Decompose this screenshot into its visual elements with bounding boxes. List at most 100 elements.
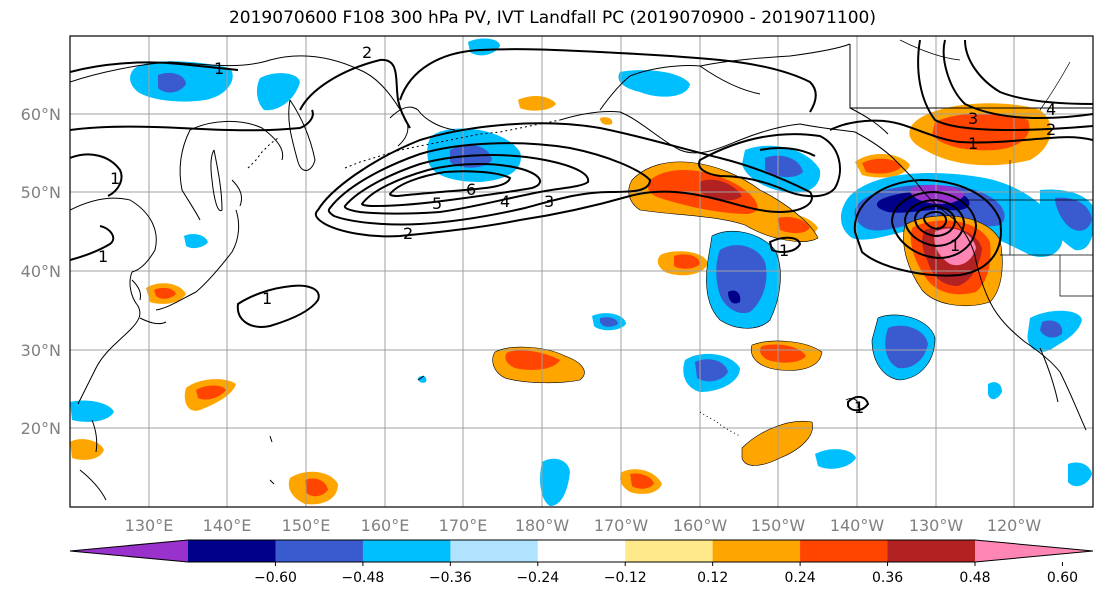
lon-label: 140°E [203,516,252,535]
shade-blue-st7 [988,382,1002,400]
coastlines [70,39,1093,501]
map-title-container: 2019070600 F108 300 hPa PV, IVT Landfall… [0,0,1105,34]
shade-brick-goa [700,179,742,201]
contour-2-ridge [759,147,816,157]
contour-6-jet [388,170,512,198]
lon-label: 130°E [125,516,174,535]
map-title: 2019070600 F108 300 hPa PV, IVT Landfall… [228,8,876,28]
shade-mid-st3 [1040,320,1063,338]
contour-4-jet [343,154,590,215]
colorbar-swatch [537,540,626,562]
contour-cutoff-3 [903,198,966,248]
shade-blue-japan [184,234,208,249]
colorbar-swatch [800,540,889,562]
shade-red-st7 [630,473,654,489]
shading-outlines [492,161,1003,466]
shade-blue-alaska-west [618,70,690,97]
shade-blue-st6 [540,458,570,506]
contour-2-ne [917,39,1093,132]
colorbar-extend-max [975,540,1093,562]
shade-blue-st8 [1068,462,1092,487]
longitude-labels: 130°E 140°E 150°E 160°E 170°E 180°W 170°… [125,516,1042,535]
contour-labels: 1 2 1 1 1 6 5 4 3 2 4 3 2 1 1 1 1 1 [98,43,1056,417]
shade-mid-st1 [885,325,928,369]
contour-1-ne [829,119,1093,144]
colorbar-tick-label: −0.36 [429,570,472,586]
contour-label: 3 [968,109,978,128]
contour-label: 2 [1046,120,1056,139]
contour-cutoff-1 [853,178,1002,277]
shade-red-st2 [760,344,806,363]
contour-label: 1 [950,236,960,255]
contour-1-small [768,236,802,253]
contour-1-left [70,225,115,261]
lon-label: 170°E [439,516,488,535]
contour-1-north [70,61,239,73]
lon-label: 130°W [909,516,964,535]
shade-mid-st2 [695,359,728,382]
shade-orange-ak [524,96,554,109]
contour-3-ne [942,39,1093,120]
lon-label: 150°E [282,516,331,535]
shade-purple-pnw [910,184,965,204]
colorbar-swatch [625,540,714,562]
contour-1-north2 [70,153,123,197]
shade-darkblue-goa-north [765,155,803,178]
shade-orange-st3 [742,421,813,466]
lat-label: 40°N [21,262,61,281]
shade-red-cp [674,254,700,269]
colorbar-tick-label: −0.12 [604,570,647,586]
colorbar-tick-label: 0.12 [697,570,728,586]
lat-label: 50°N [21,183,61,202]
lon-label: 160°W [673,516,728,535]
shade-red-st4 [196,385,226,400]
colorbar-tick-label: 0.48 [959,570,990,586]
contour-label: 2 [362,43,372,62]
lon-label: 150°W [751,516,806,535]
map-layers [70,36,1093,507]
contour-1-ridge [698,133,841,198]
lat-label: 60°N [21,105,61,124]
contour-1-mid [236,284,320,328]
colorbar-swatch [450,540,539,562]
colorbar-swatch [275,540,364,562]
contour-label: 1 [110,169,120,188]
contour-label: 1 [779,241,789,260]
contour-cutoff-5 [922,210,948,230]
shade-red-st5 [154,287,176,299]
shade-red-st6 [305,478,328,497]
shade-blue-tiny [418,375,427,383]
map-frame [69,35,1094,508]
contour-label: 1 [214,59,224,78]
colorbar-tick-labels: −0.60 −0.48 −0.36 −0.24 −0.12 0.12 0.24 0.36 0.4… [254,562,1078,586]
shade-red-st1 [505,350,560,370]
colorbar-swatch [362,540,451,562]
contour-label: 5 [432,194,442,213]
lon-label: 170°W [594,516,649,535]
contour-label: 1 [98,247,108,266]
colorbar-tick-label: −0.48 [341,570,384,586]
colorbar-swatch [188,540,276,562]
shade-red-bc2 [862,158,902,174]
colorbar-tick-label: −0.60 [254,570,297,586]
contour-3-jet [327,142,652,226]
lon-label: 180°W [515,516,570,535]
colorbar [69,539,1094,563]
contour-1-south [847,396,870,412]
contour-2-jet [314,122,813,238]
shade-mid-rockies [1055,197,1092,231]
colorbar-tick-label: 0.36 [872,570,903,586]
ivt-shading [70,38,1093,506]
colorbar-tick-label: 0.60 [1047,570,1078,586]
contour-label: 3 [544,192,554,211]
lat-label: 30°N [21,341,61,360]
shade-orange-left [70,439,104,460]
colorbar-outline [69,539,1094,563]
lon-label: 140°W [830,516,885,535]
contour-label: 1 [262,289,272,308]
colorbar-swatch [712,540,801,562]
shade-blue-st5 [815,449,856,469]
contour-5-jet [360,163,541,208]
lat-label: 20°N [21,419,61,438]
